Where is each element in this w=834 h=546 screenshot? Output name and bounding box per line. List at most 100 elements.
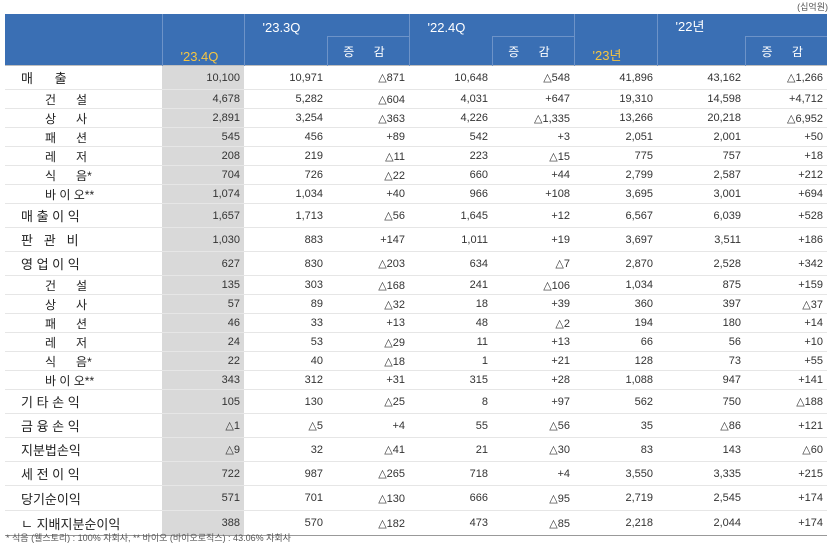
table-cell: 1,074 [162,184,244,204]
table-cell: 2,218 [574,510,657,536]
row-label: 건 설 [5,89,162,109]
table-cell: 542 [409,127,492,147]
table-cell: +147 [327,227,409,252]
table-cell: △15 [492,146,574,166]
table-cell: +55 [745,351,827,371]
table-cell: △106 [492,275,574,295]
table-cell: 46 [162,313,244,333]
table-cell: +39 [492,294,574,314]
table-cell: △18 [327,351,409,371]
table-cell: 1,030 [162,227,244,252]
table-cell: △95 [492,485,574,511]
row-label: 판 관 비 [5,227,162,252]
table-cell: 2,891 [162,108,244,128]
table-cell: 1,645 [409,203,492,228]
table-row: 레 저 24 53 △29 11 +13 66 56 +10 [5,332,827,352]
table-cell: 4,678 [162,89,244,109]
header-label-col [5,14,163,66]
table-row: 바 이 오** 343 312 +31 315 +28 1,088 947 +141 [5,370,827,390]
table-cell: 2,001 [657,127,745,147]
table-cell: 666 [409,485,492,511]
table-cell: 3,254 [244,108,327,128]
row-label: 식 음* [5,165,162,185]
table-cell: 24 [162,332,244,352]
table-cell: △41 [327,437,409,462]
table-row: 상 사 2,891 3,254 △363 4,226 △1,335 13,266 20,218… [5,108,827,128]
table-cell: +159 [745,275,827,295]
row-label: 당기순이익 [5,485,162,511]
table-cell: 22 [162,351,244,371]
table-cell: 2,528 [657,251,745,276]
table-cell: +4 [492,461,574,486]
table-cell: 750 [657,389,745,414]
table-cell: 343 [162,370,244,390]
table-cell: △85 [492,510,574,536]
table-cell: 660 [409,165,492,185]
table-cell: 2,545 [657,485,745,511]
table-cell: 388 [162,510,244,536]
row-label: 레 저 [5,146,162,166]
table-cell: 627 [162,251,244,276]
table-cell: 966 [409,184,492,204]
table-row: 바 이 오** 1,074 1,034 +40 966 +108 3,695 3,001 +69… [5,184,827,204]
table-cell: 130 [244,389,327,414]
table-cell: +14 [745,313,827,333]
table-cell: △9 [162,437,244,462]
table-cell: △168 [327,275,409,295]
table-body: 매 출 10,100 10,971 △871 10,648 △548 41,896 43,16… [5,65,827,536]
table-row: 레 저 208 219 △11 223 △15 775 757 +18 [5,146,827,166]
table-cell: 3,697 [574,227,657,252]
table-cell: 726 [244,165,327,185]
table-cell: 570 [244,510,327,536]
table-cell: +141 [745,370,827,390]
table-cell: 1 [409,351,492,371]
table-cell: △182 [327,510,409,536]
table-cell: △265 [327,461,409,486]
table-cell: +342 [745,251,827,276]
header-23-4q: '23.4Q [162,14,245,66]
table-row: 식 음* 22 40 △18 1 +21 128 73 +55 [5,351,827,371]
table-cell: 1,011 [409,227,492,252]
table-cell: △188 [745,389,827,414]
table-cell: △6,952 [745,108,827,128]
table-cell: 20,218 [657,108,745,128]
table-cell: 180 [657,313,745,333]
table-cell: +121 [745,413,827,438]
row-label: 지분법손익 [5,437,162,462]
header-spacer [657,36,746,66]
table-cell: 6,039 [657,203,745,228]
table-cell: +4 [327,413,409,438]
table-row: 영 업 이 익 627 830 △203 634 △7 2,870 2,528 +342 [5,251,827,276]
table-cell: 1,034 [244,184,327,204]
table-cell: 43,162 [657,65,745,90]
table-cell: 11 [409,332,492,352]
table-cell: △203 [327,251,409,276]
table-cell: 1,713 [244,203,327,228]
table-cell: △56 [492,413,574,438]
row-label: ㄴ 지배지분순이익 [5,510,162,536]
table-cell: 55 [409,413,492,438]
table-cell: +31 [327,370,409,390]
table-cell: 35 [574,413,657,438]
table-cell: 3,695 [574,184,657,204]
table-cell: 830 [244,251,327,276]
footnote: * 식음 (웰스토리) : 100% 자회사, ** 바이오 (바이오로직스) … [6,533,291,543]
table-row: 건 설 4,678 5,282 △604 4,031 +647 19,310 14,598 +4… [5,89,827,109]
table-cell: 987 [244,461,327,486]
row-label: 영 업 이 익 [5,251,162,276]
table-cell: △37 [745,294,827,314]
table-cell: 722 [162,461,244,486]
table-cell: 4,031 [409,89,492,109]
row-label: 기 타 손 익 [5,389,162,414]
table-cell: 947 [657,370,745,390]
header-22-4q: '22.4Q [409,14,575,37]
header-23-3q: '23.3Q [244,14,410,37]
table-row: 지분법손익 △9 32 △41 21 △30 83 143 △60 [5,437,827,462]
table-cell: 21 [409,437,492,462]
table-cell: 545 [162,127,244,147]
row-label: 레 저 [5,332,162,352]
table-cell: △22 [327,165,409,185]
table-cell: 562 [574,389,657,414]
header-diff-yoy-q: 증 감 [492,36,575,66]
table-cell: +186 [745,227,827,252]
